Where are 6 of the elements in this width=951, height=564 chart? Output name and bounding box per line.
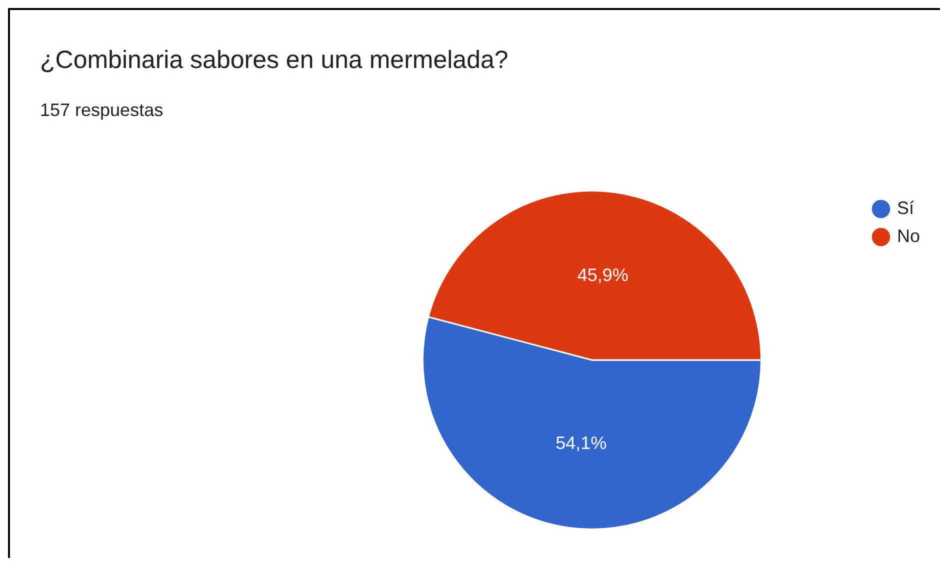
text: 157 respuestas xyxy=(40,100,164,121)
chart-title: ¿Combinaria sabores en una mermelada? xyxy=(40,46,508,75)
legend-label: Sí xyxy=(896,198,914,218)
data-label: 45,9% xyxy=(577,265,628,286)
data-label: 54,1% xyxy=(556,432,607,453)
legend-label: No xyxy=(896,226,920,246)
